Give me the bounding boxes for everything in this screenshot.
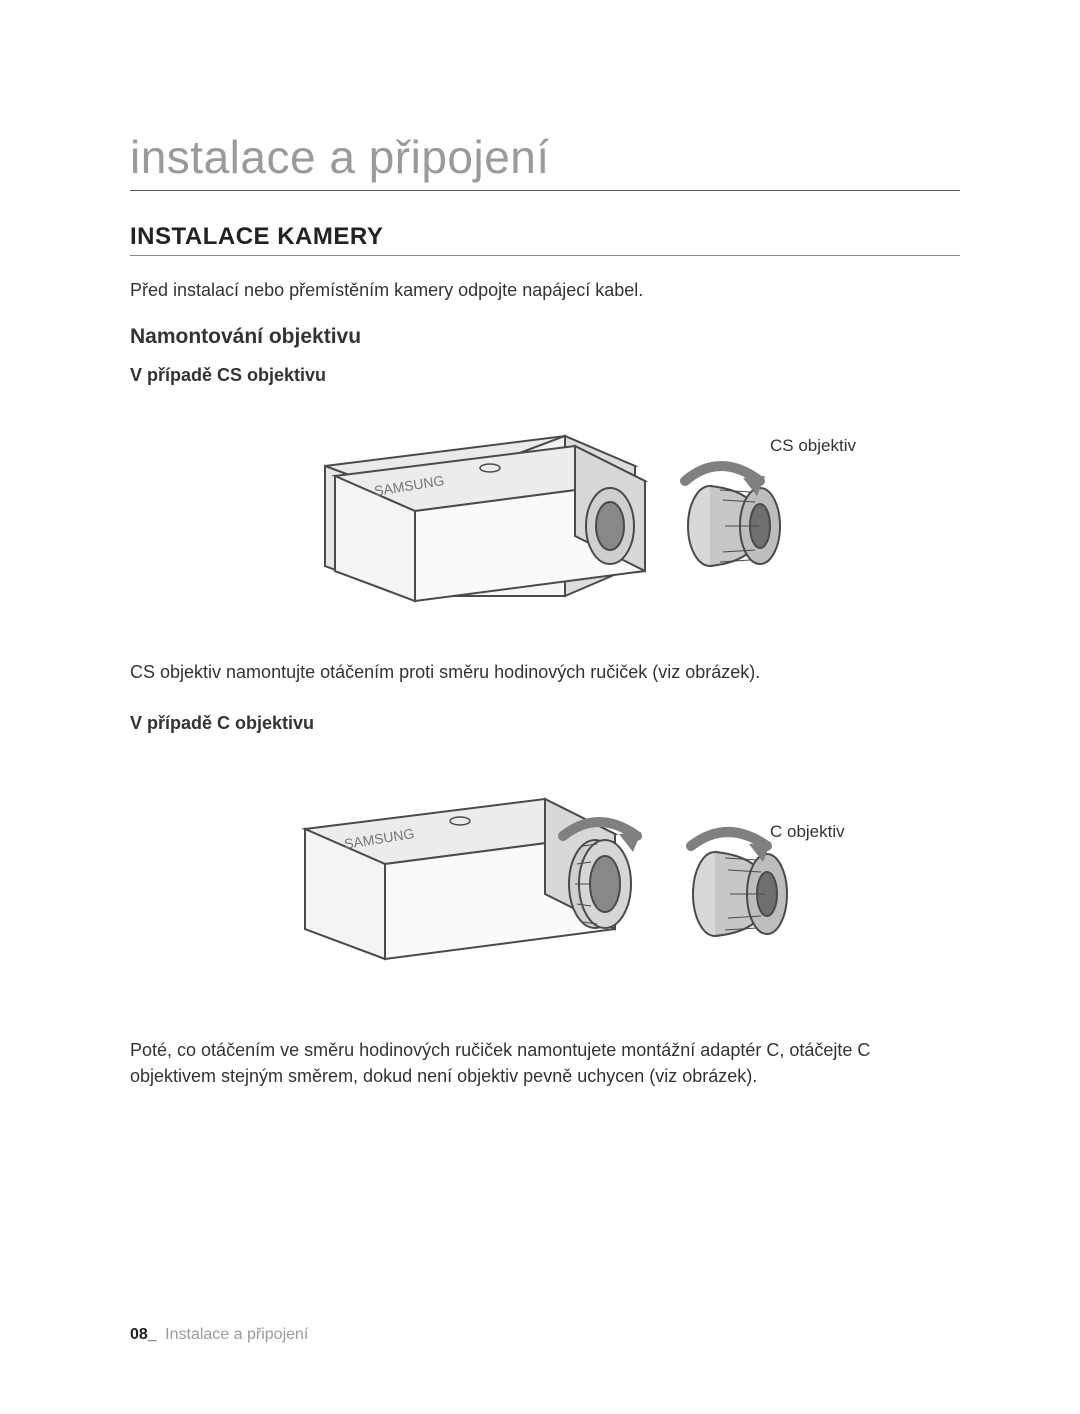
cs-heading: V případě CS objektivu	[130, 365, 960, 386]
section-title: INSTALACE KAMERY	[130, 223, 960, 256]
cs-callout: CS objektiv	[770, 436, 856, 456]
camera-cs-diagram: SAMSUNG	[265, 396, 825, 626]
c-callout: C objektiv	[770, 822, 845, 842]
cs-caption: CS objektiv namontujte otáčením proti sm…	[130, 660, 960, 685]
chapter-title: instalace a připojení	[130, 130, 960, 191]
cs-figure: SAMSUNG CS objektiv	[130, 396, 960, 646]
c-heading: V případě C objektivu	[130, 713, 960, 734]
camera-c-diagram: SAMSUNG	[245, 744, 845, 1004]
manual-page: instalace a připojení INSTALACE KAMERY P…	[0, 0, 1080, 1414]
page-footer: 08_ Instalace a připojení	[130, 1326, 308, 1344]
page-number: 08_	[130, 1326, 157, 1343]
footer-text: Instalace a připojení	[165, 1326, 308, 1343]
c-caption: Poté, co otáčením ve směru hodinových ru…	[130, 1038, 960, 1088]
subsection-title: Namontování objektivu	[130, 325, 960, 349]
intro-text: Před instalací nebo přemístěním kamery o…	[130, 278, 960, 303]
c-figure: SAMSUNG	[130, 744, 960, 1024]
